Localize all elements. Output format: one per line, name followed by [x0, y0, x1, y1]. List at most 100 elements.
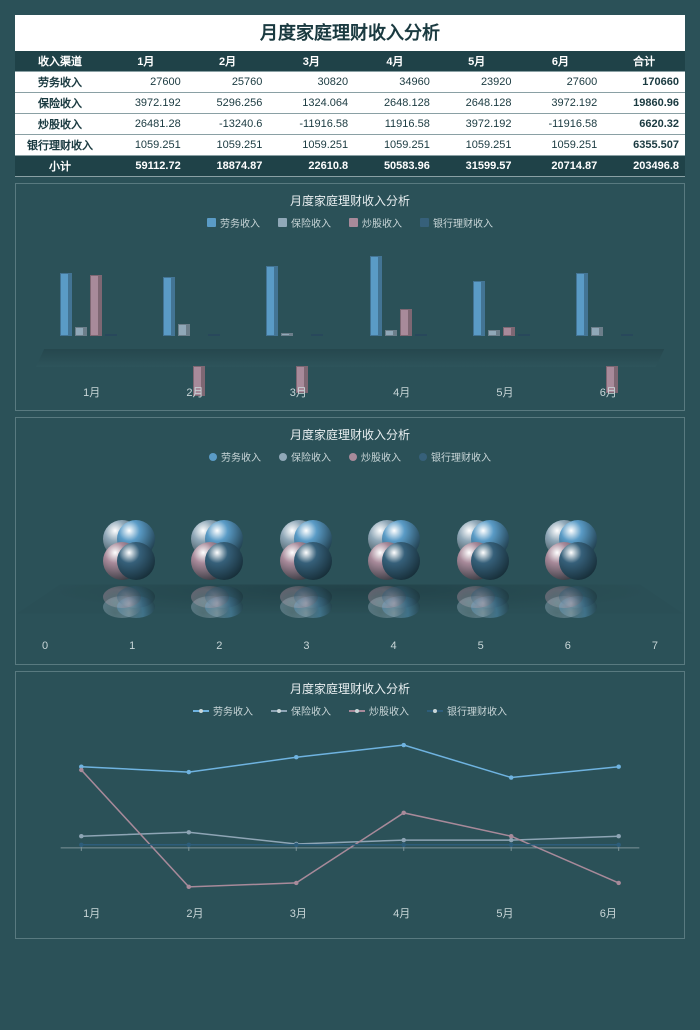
legend-dash-insure — [271, 710, 287, 712]
bar-bank — [518, 334, 530, 336]
bubble-chart-title: 月度家庭理财收入分析 — [20, 426, 680, 443]
bar-bank — [621, 334, 633, 336]
line-point-stock — [509, 834, 514, 838]
legend-dash-labor — [193, 710, 209, 712]
line-chart-svg — [40, 732, 660, 902]
table-header: 3月 — [268, 51, 354, 72]
bubble-chart-panel: 月度家庭理财收入分析 劳务收入 保险收入 炒股收入 银行理财收入 0123456… — [15, 417, 685, 665]
bubble-reflection — [294, 586, 332, 608]
bubble-bank — [559, 542, 597, 580]
bar-group — [362, 244, 442, 376]
bar-chart-legend: 劳务收入 保险收入 炒股收入 银行理财收入 — [20, 215, 680, 230]
bar-labor — [370, 256, 382, 336]
bar-group — [258, 244, 338, 376]
bubble-bank — [117, 542, 155, 580]
legend-label: 银行理财收入 — [447, 703, 507, 718]
bar-group — [568, 244, 648, 376]
bar-group — [155, 244, 235, 376]
table-header: 4月 — [354, 51, 436, 72]
line-point-bank — [79, 843, 84, 847]
bar-labor — [163, 277, 175, 336]
bar-bank — [311, 334, 323, 336]
table-header: 6月 — [518, 51, 604, 72]
legend-dash-stock — [349, 710, 365, 712]
line-chart-area: 1月2月3月4月5月6月 — [40, 732, 660, 932]
legend-dot-labor — [209, 453, 217, 461]
line-point-bank — [187, 843, 192, 847]
legend-label: 劳务收入 — [213, 703, 253, 718]
table-header: 1月 — [105, 51, 187, 72]
bar-stock — [503, 327, 515, 336]
bar-insure — [75, 327, 87, 336]
legend-swatch-bank — [420, 218, 429, 227]
line-series-insure — [81, 832, 618, 844]
table-header: 5月 — [436, 51, 518, 72]
table-row: 保险收入3972.1925296.2561324.0642648.1282648… — [15, 93, 685, 114]
legend-label: 劳务收入 — [221, 449, 261, 464]
legend-dot-insure — [279, 453, 287, 461]
bar-chart-title: 月度家庭理财收入分析 — [20, 192, 680, 209]
bubble-chart-area: 01234567 — [40, 478, 660, 658]
line-point-insure — [509, 838, 514, 842]
income-table: 收入渠道1月2月3月4月5月6月合计 劳务收入27600257603082034… — [15, 51, 685, 177]
bar-insure — [385, 330, 397, 336]
line-series-stock — [81, 770, 618, 887]
table-header: 收入渠道 — [15, 51, 105, 72]
line-point-stock — [294, 881, 299, 885]
line-x-label: 5月 — [496, 905, 513, 921]
bubble-x-tick: 4 — [391, 640, 397, 652]
bubble-x-tick: 3 — [303, 640, 309, 652]
bubble-x-tick: 5 — [478, 640, 484, 652]
legend-dot-bank — [419, 453, 427, 461]
line-x-label: 1月 — [83, 905, 100, 921]
bubble-reflection — [471, 586, 509, 608]
legend-label: 炒股收入 — [369, 703, 409, 718]
legend-swatch-stock — [349, 218, 358, 227]
bubble-x-tick: 6 — [565, 640, 571, 652]
bar-chart-area: 1月2月3月4月5月6月 — [40, 244, 660, 404]
table-row: 银行理财收入1059.2511059.2511059.2511059.25110… — [15, 135, 685, 156]
legend-label: 银行理财收入 — [433, 215, 493, 230]
page-title: 月度家庭理财收入分析 — [15, 15, 685, 51]
bubble-chart-legend: 劳务收入 保险收入 炒股收入 银行理财收入 — [20, 449, 680, 464]
bubble-bank — [205, 542, 243, 580]
legend-label: 劳务收入 — [220, 215, 260, 230]
line-point-insure — [187, 830, 192, 834]
bar-chart-panel: 月度家庭理财收入分析 劳务收入 保险收入 炒股收入 银行理财收入 1月2月3月4… — [15, 183, 685, 411]
bar-x-label: 6月 — [600, 384, 617, 400]
bar-bank — [208, 334, 220, 336]
line-point-stock — [79, 768, 84, 772]
bubble-reflection — [559, 586, 597, 608]
line-point-labor — [616, 765, 621, 769]
bar-labor — [576, 273, 588, 336]
bar-x-label: 1月 — [83, 384, 100, 400]
line-point-labor — [509, 775, 514, 779]
line-point-insure — [616, 834, 621, 838]
line-point-stock — [401, 811, 406, 815]
bubble-x-tick: 2 — [216, 640, 222, 652]
table-row: 劳务收入276002576030820349602392027600170660 — [15, 72, 685, 93]
line-point-stock — [616, 881, 621, 885]
line-point-bank — [401, 843, 406, 847]
bar-insure — [281, 333, 293, 336]
bar-insure — [591, 327, 603, 336]
bar-bank — [105, 334, 117, 336]
bubble-bank — [294, 542, 332, 580]
bar-labor — [60, 273, 72, 336]
legend-swatch-labor — [207, 218, 216, 227]
legend-label: 保险收入 — [291, 215, 331, 230]
bar-x-label: 4月 — [393, 384, 410, 400]
bubble-x-tick: 7 — [652, 640, 658, 652]
line-point-insure — [79, 834, 84, 838]
legend-dash-bank — [427, 710, 443, 712]
legend-label: 保险收入 — [291, 449, 331, 464]
bar-insure — [178, 324, 190, 336]
legend-dot-stock — [349, 453, 357, 461]
bar-bank — [415, 334, 427, 336]
bubble-bank — [382, 542, 420, 580]
line-point-bank — [294, 843, 299, 847]
bar-group — [465, 244, 545, 376]
line-point-labor — [294, 755, 299, 759]
legend-label: 炒股收入 — [362, 215, 402, 230]
bubble-reflection — [117, 586, 155, 608]
